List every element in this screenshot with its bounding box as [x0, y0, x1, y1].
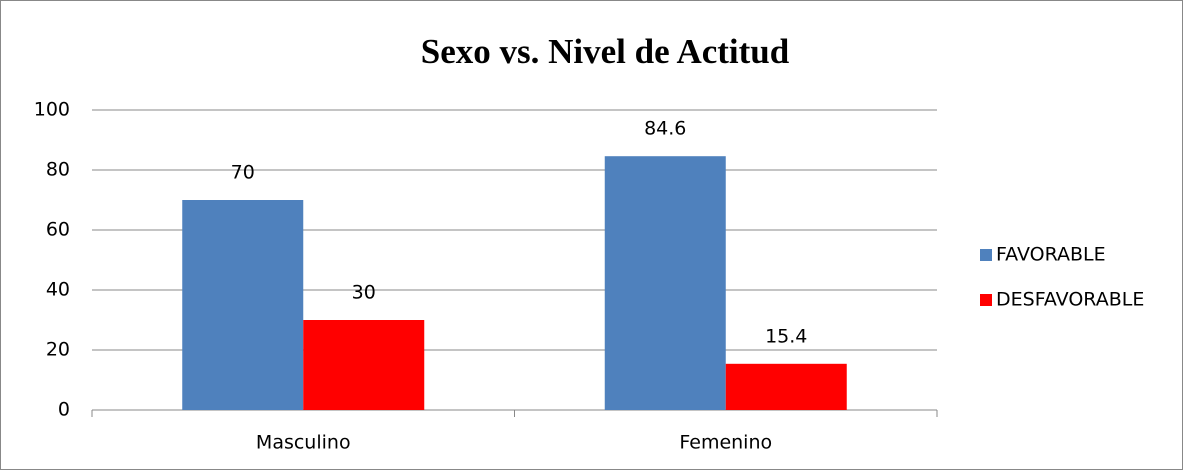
y-tick-label: 100	[34, 99, 70, 121]
y-tick-label: 40	[46, 279, 70, 301]
x-tick-label: Masculino	[256, 432, 351, 454]
chart-title: Sexo vs. Nivel de Actitud	[421, 32, 790, 71]
legend-label: DESFAVORABLE	[996, 289, 1144, 311]
x-tick-label: Femenino	[679, 432, 772, 454]
bar	[182, 200, 304, 410]
y-tick-label: 80	[46, 159, 70, 181]
legend-swatch	[980, 294, 992, 306]
y-tick-label: 0	[58, 399, 70, 421]
y-tick-label: 20	[46, 339, 70, 361]
bar	[725, 363, 847, 410]
bar	[604, 156, 726, 410]
data-label: 15.4	[765, 325, 807, 347]
y-tick-label: 60	[46, 219, 70, 241]
legend-label: FAVORABLE	[996, 244, 1106, 266]
bar	[303, 320, 425, 410]
legend-swatch	[980, 249, 992, 261]
data-label: 84.6	[644, 118, 686, 140]
data-label: 70	[231, 162, 255, 184]
data-label: 30	[352, 282, 376, 304]
